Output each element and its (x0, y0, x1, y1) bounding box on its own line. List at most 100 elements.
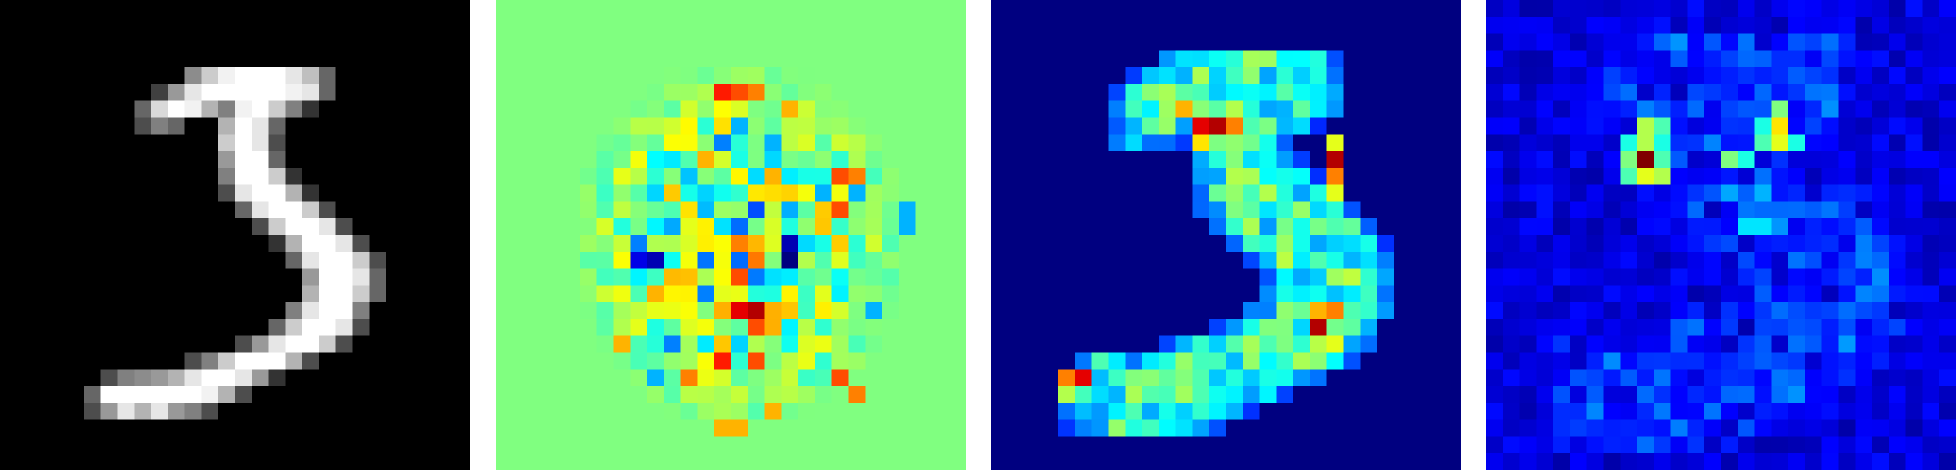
pixel (386, 201, 404, 219)
pixel (747, 201, 765, 219)
pixel (352, 201, 370, 219)
pixel (1603, 386, 1621, 404)
pixel (680, 83, 698, 102)
pixel (1721, 83, 1739, 102)
pixel (16, 0, 34, 18)
pixel (1024, 117, 1042, 135)
pixel (0, 201, 18, 219)
pixel (1687, 386, 1705, 404)
pixel (1427, 0, 1445, 18)
pixel (546, 335, 564, 353)
pixel (1259, 0, 1277, 18)
pixel (1922, 335, 1940, 353)
pixel (117, 268, 135, 286)
pixel (151, 352, 169, 370)
pixel (613, 419, 631, 437)
pixel (1670, 0, 1688, 18)
pixel (369, 453, 387, 470)
pixel (83, 251, 102, 269)
pixel (1502, 251, 1520, 269)
pixel (16, 352, 34, 370)
pixel (663, 453, 681, 470)
pixel (1737, 335, 1755, 353)
pixel (1569, 251, 1588, 269)
pixel (697, 100, 715, 118)
pixel (1142, 436, 1160, 454)
pixel (1259, 134, 1277, 152)
pixel (184, 0, 202, 18)
pixel (781, 402, 799, 420)
pixel (1209, 16, 1227, 34)
pixel (1091, 167, 1109, 185)
pixel (33, 0, 51, 18)
pixel (1360, 134, 1378, 152)
pixel (1754, 235, 1772, 253)
pixel (1058, 419, 1076, 437)
pixel (1754, 352, 1772, 370)
pixel (83, 318, 102, 337)
pixel (865, 402, 883, 420)
pixel (251, 335, 269, 353)
pixel (1872, 419, 1890, 437)
pixel (932, 0, 950, 18)
pixel (436, 402, 454, 420)
pixel (1519, 285, 1537, 303)
pixel (579, 268, 598, 286)
pixel (1855, 318, 1873, 337)
pixel (1905, 16, 1923, 34)
pixel (680, 268, 698, 286)
pixel (898, 201, 916, 219)
pixel (1603, 402, 1621, 420)
pixel (369, 335, 387, 353)
pixel (1024, 268, 1042, 286)
pixel (16, 184, 34, 202)
pixel (419, 218, 437, 236)
pixel (1771, 33, 1789, 51)
pixel (1175, 67, 1193, 85)
pixel (285, 184, 303, 202)
pixel (184, 436, 202, 454)
pixel (33, 167, 51, 185)
pixel (579, 335, 598, 353)
pixel (1293, 100, 1311, 118)
pixel (1687, 83, 1705, 102)
pixel (1444, 251, 1461, 269)
pixel (714, 167, 732, 185)
pixel (1637, 218, 1655, 236)
pixel (0, 151, 18, 169)
pixel (1360, 386, 1378, 404)
pixel (1108, 33, 1126, 51)
pixel (453, 16, 470, 34)
pixel (1158, 16, 1176, 34)
pixel (1721, 302, 1739, 320)
pixel (647, 453, 665, 470)
pixel (1175, 352, 1193, 370)
pixel (1872, 33, 1890, 51)
pixel (1259, 201, 1277, 219)
pixel (1226, 134, 1244, 152)
pixel (1091, 268, 1109, 286)
pixel (1737, 201, 1755, 219)
pixel (512, 352, 530, 370)
pixel (1821, 369, 1839, 387)
pixel (865, 201, 883, 219)
pixel (1653, 151, 1671, 169)
pixel (865, 453, 883, 470)
pixel (731, 67, 749, 85)
pixel (1427, 16, 1445, 34)
pixel (1058, 50, 1076, 68)
pixel (318, 352, 337, 370)
pixel (1855, 100, 1873, 118)
pixel (1125, 436, 1143, 454)
pixel (697, 50, 715, 68)
pixel (882, 419, 900, 437)
pixel (1108, 453, 1126, 470)
pixel (747, 167, 765, 185)
pixel (1939, 419, 1956, 437)
pixel (1821, 151, 1839, 169)
pixel (579, 436, 598, 454)
pixel (764, 453, 782, 470)
pixel (1444, 453, 1461, 470)
pixel (764, 285, 782, 303)
pixel (814, 201, 833, 219)
